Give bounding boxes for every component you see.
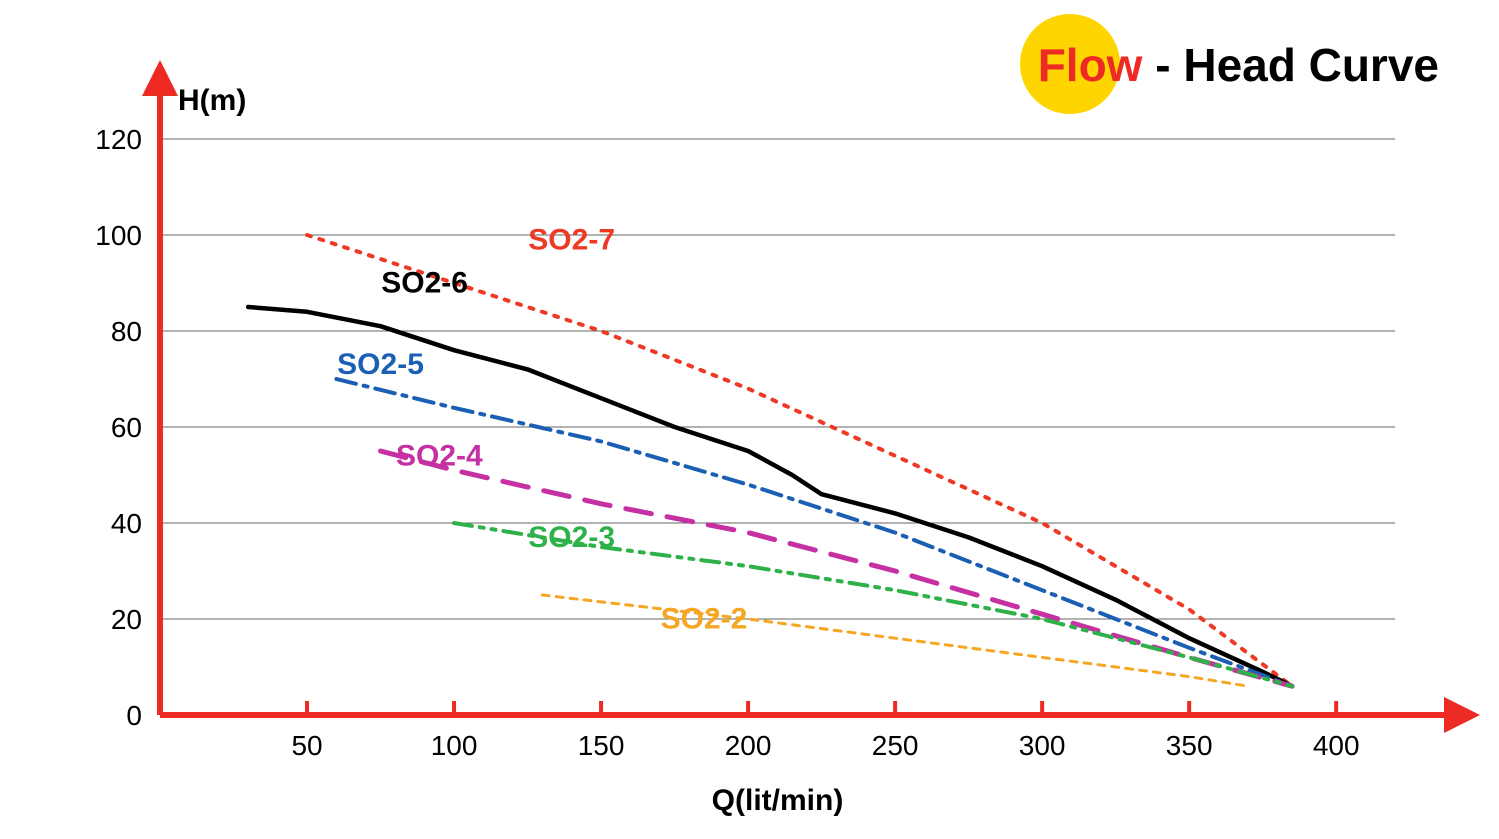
x-tick-label: 50 [291, 730, 322, 761]
y-tick-label: 80 [111, 316, 142, 347]
series-SO2-4 [381, 451, 1293, 686]
y-tick-label: 100 [95, 220, 142, 251]
x-tick-label: 150 [578, 730, 625, 761]
series-label-SO2-4: SO2-4 [396, 439, 483, 472]
series-label-SO2-5: SO2-5 [337, 348, 424, 381]
series-label-SO2-6: SO2-6 [381, 267, 468, 300]
title-rest: - Head Curve [1142, 39, 1439, 91]
series-label-SO2-3: SO2-3 [528, 521, 615, 554]
series-label-SO2-2: SO2-2 [661, 603, 748, 636]
x-tick-label: 250 [872, 730, 919, 761]
flow-head-chart: 0 20 40 60 80 100 120 50 100 150 200 250 300 350 400 H(… [0, 0, 1499, 839]
y-tick-label: 120 [95, 124, 142, 155]
y-tick-label: 0 [126, 700, 142, 731]
series-SO2-2 [542, 595, 1248, 686]
x-tick-label: 350 [1166, 730, 1213, 761]
x-tick-label: 400 [1313, 730, 1360, 761]
y-axis-label: H(m) [178, 84, 246, 117]
series-label-SO2-7: SO2-7 [528, 223, 615, 256]
series-SO2-5 [336, 379, 1292, 686]
y-tick-label: 40 [111, 508, 142, 539]
y-tick-label: 20 [111, 604, 142, 635]
title-flow-word: Flow [1038, 39, 1143, 91]
x-tick-label: 300 [1019, 730, 1066, 761]
y-tick-label: 60 [111, 412, 142, 443]
x-tick-label: 200 [725, 730, 772, 761]
x-tick-label: 100 [431, 730, 478, 761]
x-axis-label: Q(lit/min) [712, 784, 844, 817]
